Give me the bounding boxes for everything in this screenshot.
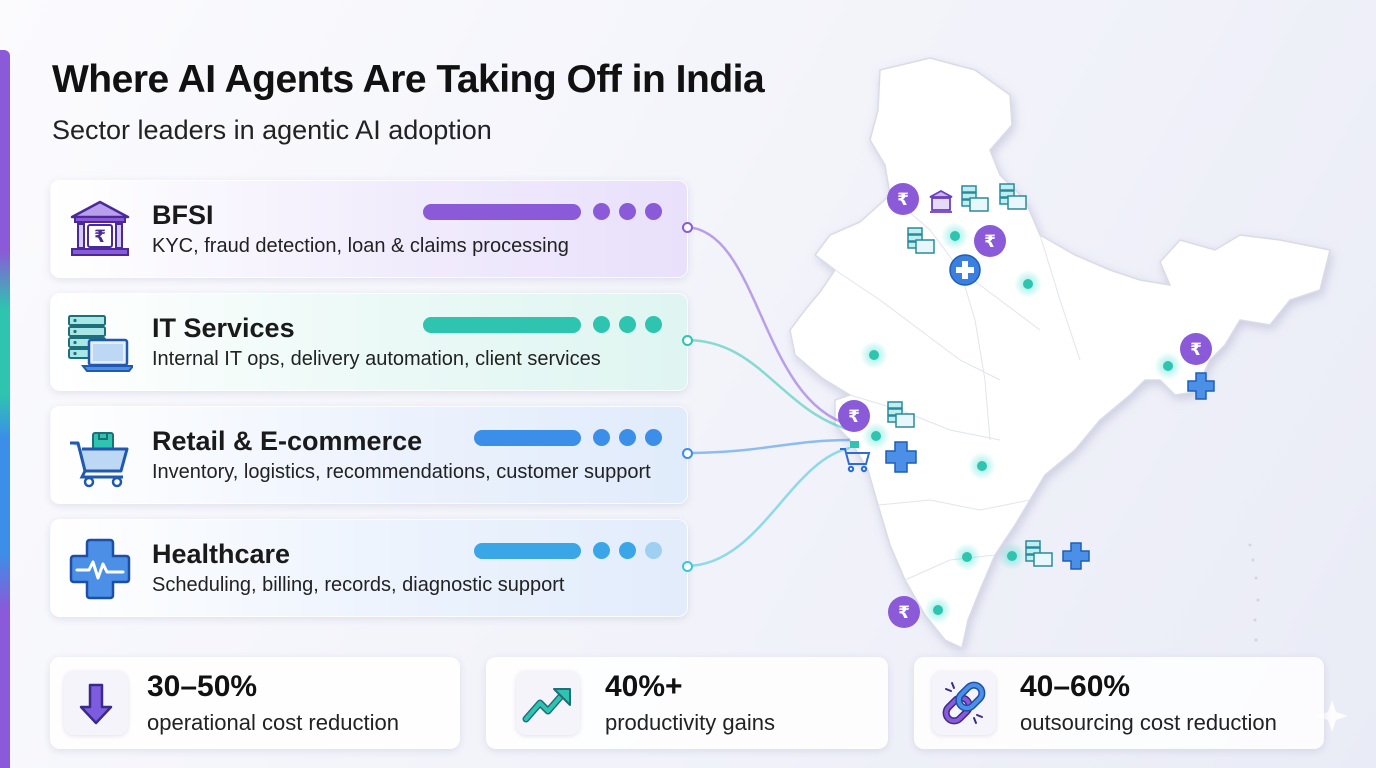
pin-icon (860, 341, 888, 369)
sector-card-retail: Retail & E-commerce Inventory, logistics… (50, 406, 693, 504)
pin-icon (941, 222, 969, 250)
map-medical-icon (885, 254, 1215, 570)
connector-node (682, 561, 693, 572)
stat-value: 40%+ (605, 670, 683, 703)
adoption-dot (593, 203, 610, 220)
rupee-icon: ₹ (887, 183, 919, 215)
stat-label: operational cost reduction (147, 710, 399, 735)
rupee-badges: ₹ ₹ ₹ ₹ ₹ (838, 183, 1212, 628)
server-laptop-icon (68, 315, 133, 372)
sector-description: Inventory, logistics, recommendations, c… (152, 461, 651, 483)
map-server-icon (887, 183, 1053, 567)
sector-name: Healthcare (152, 539, 291, 569)
pin-icon (953, 543, 981, 571)
sector-description: KYC, fraud detection, loan & claims proc… (152, 235, 569, 257)
shopping-cart-icon (70, 432, 129, 488)
stat-label: outsourcing cost reduction (1020, 710, 1277, 735)
adoption-dot (619, 203, 636, 220)
svg-text:₹: ₹ (898, 603, 910, 623)
bank-rupee-icon: ₹ (70, 200, 130, 256)
pin-icon (862, 422, 890, 450)
location-pins (860, 222, 1182, 624)
adoption-dot (645, 203, 662, 220)
adoption-bar (474, 543, 581, 559)
sector-name: IT Services (152, 313, 295, 343)
page-subtitle: Sector leaders in agentic AI adoption (52, 115, 492, 145)
adoption-dot (593, 429, 610, 446)
adoption-dot (645, 316, 662, 333)
adoption-dot (593, 542, 610, 559)
adoption-dot (645, 542, 662, 559)
connector-node (682, 335, 693, 346)
rupee-icon: ₹ (974, 225, 1006, 257)
connection-retail (685, 438, 851, 455)
connector-node (682, 448, 693, 459)
stat-card-cost: 30–50% operational cost reduction (50, 657, 460, 749)
pin-icon (924, 596, 952, 624)
trend-up-icon (516, 671, 580, 735)
connection-health (685, 446, 851, 568)
svg-text:₹: ₹ (94, 227, 106, 247)
pin-icon (968, 452, 996, 480)
map-cart-icon (840, 441, 871, 473)
rupee-icon: ₹ (838, 400, 870, 432)
stat-value: 40–60% (1020, 670, 1131, 703)
left-accent-strip (0, 50, 10, 768)
svg-text:₹: ₹ (848, 407, 860, 427)
stat-card-outsourcing: 40–60% outsourcing cost reduction (914, 657, 1324, 749)
sector-name: BFSI (152, 200, 214, 230)
sector-name: Retail & E-commerce (152, 426, 423, 456)
adoption-bar (423, 317, 581, 333)
pin-icon (998, 542, 1026, 570)
connection-bfsi (685, 225, 851, 427)
sector-card-healthcare: Healthcare Scheduling, billing, records,… (50, 519, 693, 617)
stat-value: 30–50% (147, 670, 258, 703)
connection-it (685, 338, 851, 432)
adoption-dot (593, 316, 610, 333)
page-title: Where AI Agents Are Taking Off in India (52, 58, 765, 101)
down-arrow-icon (64, 671, 128, 735)
rupee-icon: ₹ (888, 596, 920, 628)
map-bank-icon (929, 189, 953, 213)
chain-link-icon (932, 671, 996, 735)
adoption-dot (619, 429, 636, 446)
state-boundaries (834, 194, 1081, 581)
island-dots (1248, 543, 1260, 642)
sector-description: Scheduling, billing, records, diagnostic… (152, 574, 565, 596)
medical-cross-icon (69, 538, 131, 600)
svg-text:₹: ₹ (984, 232, 996, 252)
adoption-dot (645, 429, 662, 446)
sector-card-it-services: IT Services Internal IT ops, delivery au… (50, 293, 693, 391)
adoption-bar (474, 430, 581, 446)
pin-icon (1154, 352, 1182, 380)
adoption-dot (619, 542, 636, 559)
sector-description: Internal IT ops, delivery automation, cl… (152, 348, 601, 370)
adoption-bar (423, 204, 581, 220)
sparkle-icon (1316, 700, 1348, 732)
svg-text:₹: ₹ (897, 190, 909, 210)
pin-icon (1014, 270, 1042, 298)
svg-text:₹: ₹ (1190, 340, 1202, 360)
stat-label: productivity gains (605, 710, 775, 735)
connection-lines (685, 225, 851, 568)
adoption-dot (619, 316, 636, 333)
stat-card-productivity: 40%+ productivity gains (486, 657, 888, 749)
connector-node (682, 222, 693, 233)
sector-card-bfsi: ₹ BFSI KYC, fraud detection, loan & clai… (50, 180, 693, 278)
rupee-icon: ₹ (1180, 333, 1212, 365)
